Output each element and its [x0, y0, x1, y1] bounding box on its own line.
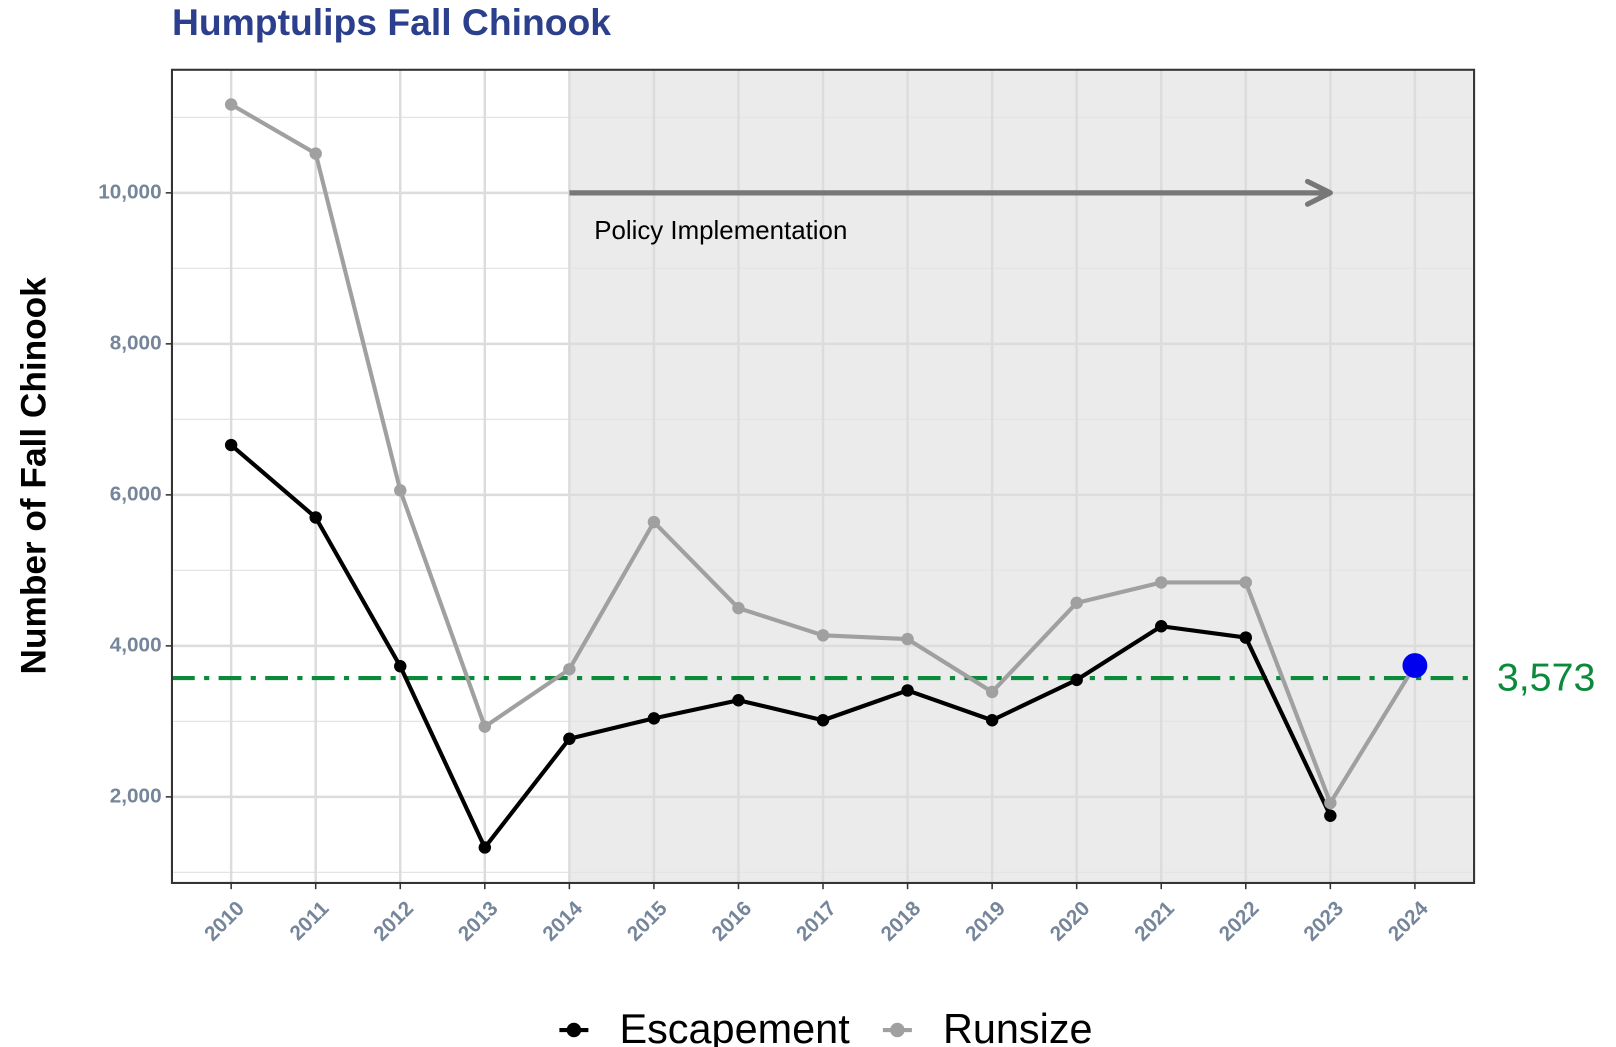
x-tick-label: 2019: [961, 897, 1010, 946]
y-axis-label: Number of Fall Chinook: [15, 277, 54, 675]
highlight-point: [1402, 653, 1428, 678]
point: [478, 841, 492, 854]
x-tick-label: 2023: [1299, 897, 1348, 946]
chart-title: Humptulips Fall Chinook: [172, 1, 611, 43]
point: [1239, 576, 1253, 589]
point: [478, 720, 492, 733]
x-tick-label: 2022: [1215, 897, 1264, 946]
point: [647, 712, 661, 725]
series-line: [229, 443, 1333, 850]
x-tick-label: 2014: [538, 897, 587, 946]
x-tick-label: 2018: [877, 897, 926, 946]
point: [1155, 576, 1168, 589]
x-tick-label: 2011: [285, 897, 333, 945]
reference-label: 3,573: [1497, 656, 1596, 700]
point: [732, 601, 745, 615]
x-tick-label: 2017: [792, 897, 841, 946]
point: [1324, 809, 1337, 822]
point: [732, 694, 745, 707]
point: [901, 632, 914, 646]
legend-key-point: [890, 1022, 905, 1038]
point: [224, 98, 238, 111]
legend-label: Runsize: [943, 1005, 1093, 1047]
plot-border: [170, 68, 1476, 884]
point: [647, 515, 661, 529]
y-tick-label: 6,000: [110, 482, 162, 505]
point: [563, 663, 576, 676]
annotation-text: Policy Implementation: [594, 217, 847, 245]
legend-key-point: [566, 1022, 582, 1038]
x-tick-label: 2016: [707, 897, 756, 946]
point: [1070, 596, 1083, 610]
point: [816, 629, 830, 642]
point: [1324, 796, 1337, 810]
point: [985, 685, 999, 699]
point: [901, 684, 914, 697]
y-tick-label: 10,000: [98, 180, 161, 203]
point: [816, 714, 830, 727]
x-tick-label: 2021: [1130, 897, 1179, 946]
point: [394, 660, 407, 673]
y-tick-label: 8,000: [110, 331, 162, 354]
point: [985, 714, 999, 727]
x-tick-label: 2010: [200, 897, 249, 946]
x-tick-label: 2024: [1384, 897, 1433, 946]
point: [563, 732, 576, 745]
policy-shade: [569, 69, 1475, 883]
point: [1070, 673, 1083, 687]
point: [394, 484, 407, 497]
legend-label: Escapement: [619, 1005, 850, 1047]
point: [1239, 631, 1253, 644]
x-tick-label: 2020: [1046, 897, 1095, 946]
point: [1155, 620, 1168, 633]
arrow-head: [1304, 178, 1333, 207]
x-tick-label: 2012: [369, 897, 418, 946]
point: [309, 511, 322, 524]
x-tick-label: 2013: [454, 897, 503, 946]
point: [309, 147, 322, 160]
y-tick-label: 4,000: [110, 633, 162, 656]
y-tick-label: 2,000: [110, 784, 162, 807]
point: [224, 438, 238, 452]
x-tick-label: 2015: [623, 897, 672, 946]
